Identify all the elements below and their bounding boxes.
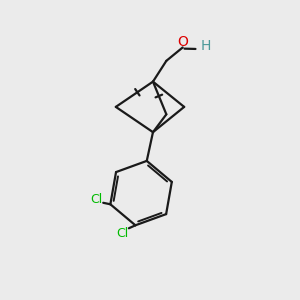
- Text: O: O: [177, 35, 188, 50]
- Text: H: H: [200, 39, 211, 53]
- Text: Cl: Cl: [90, 193, 103, 206]
- Text: Cl: Cl: [116, 226, 129, 239]
